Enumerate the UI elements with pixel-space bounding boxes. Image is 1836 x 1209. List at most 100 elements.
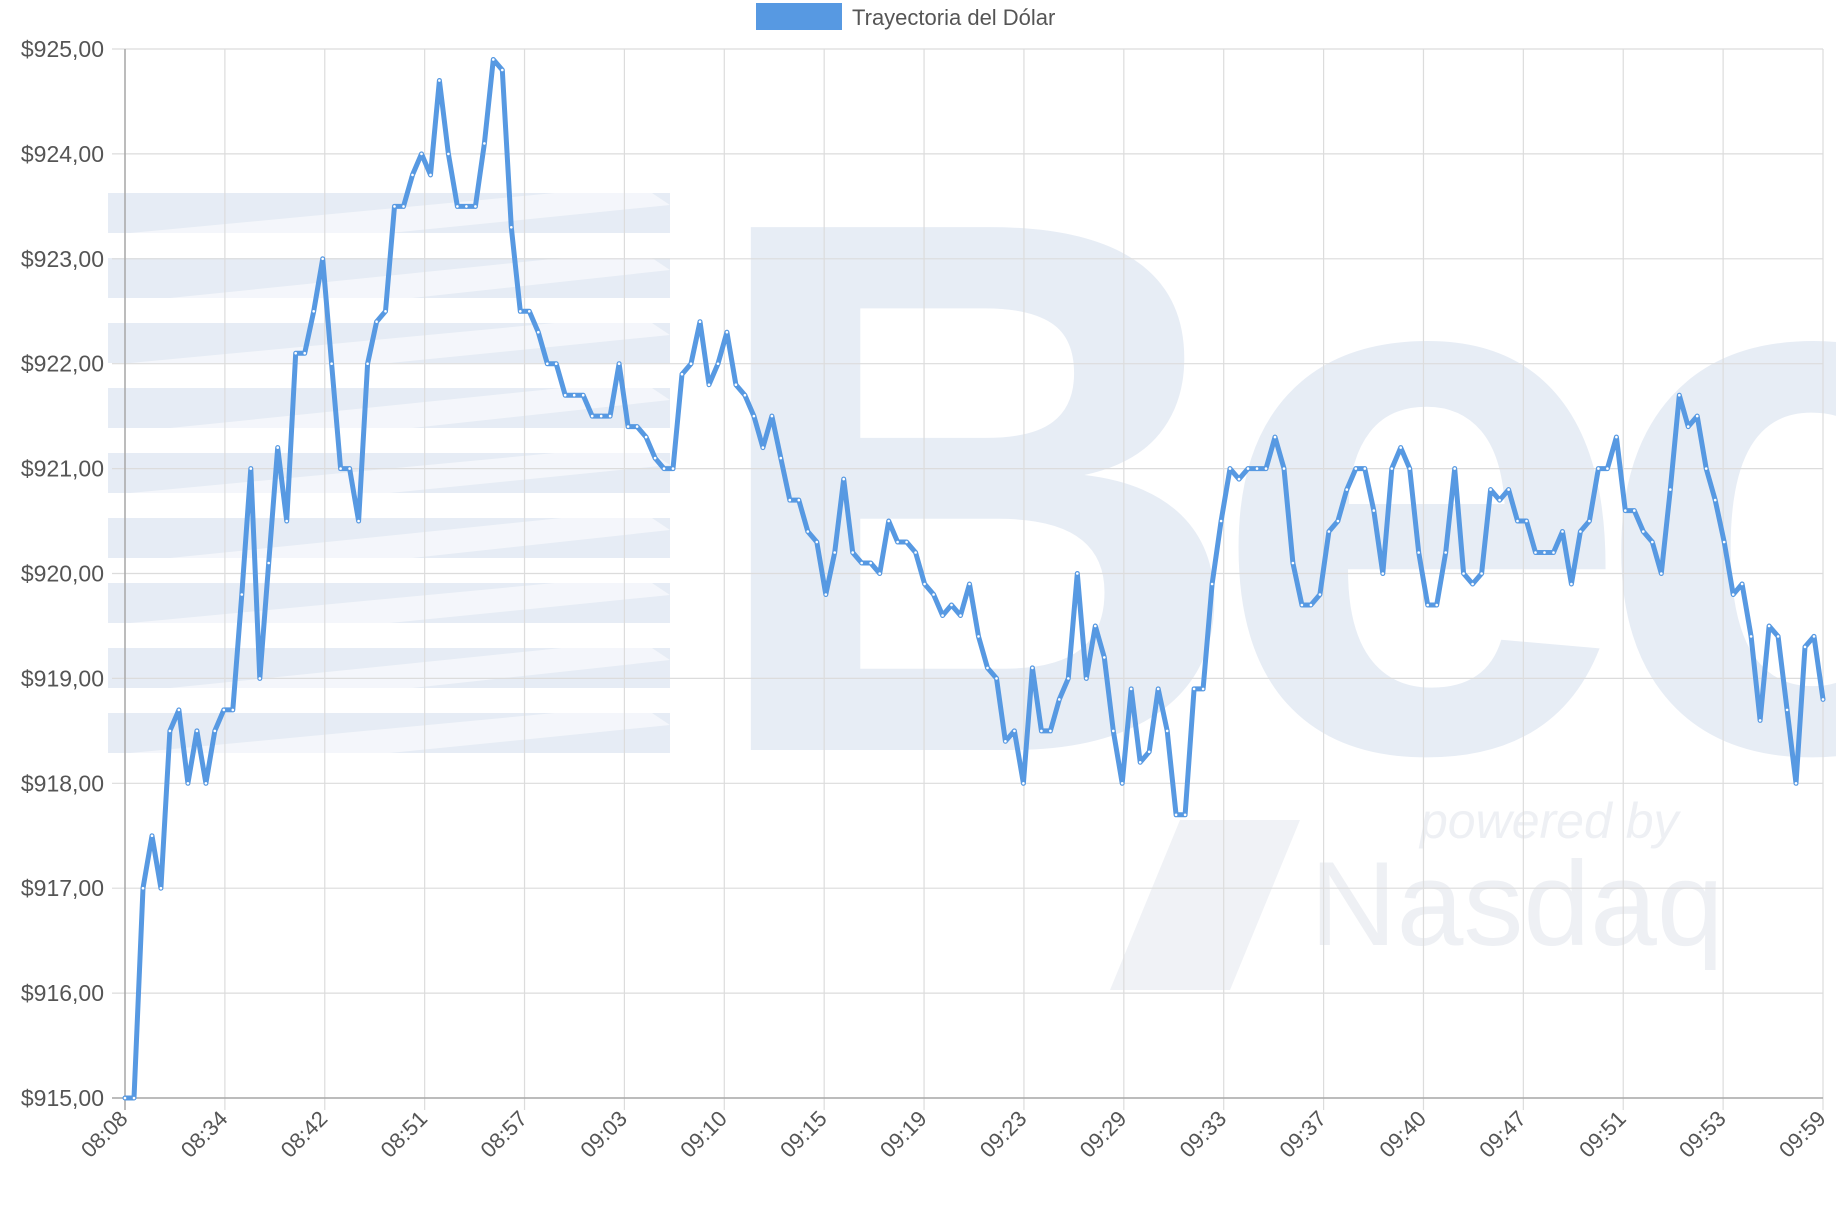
data-point[interactable]	[1093, 623, 1098, 629]
data-point[interactable]	[1200, 686, 1206, 692]
data-point[interactable]	[509, 225, 514, 230]
data-point[interactable]	[958, 613, 963, 618]
data-point[interactable]	[886, 518, 892, 524]
data-point[interactable]	[688, 361, 694, 367]
data-point[interactable]	[571, 392, 577, 398]
data-point[interactable]	[1632, 508, 1637, 513]
data-point[interactable]	[607, 413, 613, 419]
data-point[interactable]	[1542, 550, 1547, 555]
data-point[interactable]	[1012, 728, 1017, 734]
data-point[interactable]	[706, 382, 712, 388]
data-point[interactable]	[1461, 571, 1466, 576]
data-point[interactable]	[895, 539, 900, 545]
data-point[interactable]	[140, 885, 146, 891]
data-point[interactable]	[1820, 697, 1826, 702]
data-point[interactable]	[1021, 781, 1026, 786]
data-point[interactable]	[545, 361, 550, 367]
data-point[interactable]	[1659, 571, 1664, 576]
data-point[interactable]	[1694, 413, 1700, 419]
data-point[interactable]	[589, 413, 595, 419]
data-point[interactable]	[221, 707, 227, 713]
data-point[interactable]	[1182, 812, 1188, 818]
data-point[interactable]	[473, 204, 478, 209]
data-point[interactable]	[1398, 445, 1403, 450]
data-point[interactable]	[1596, 466, 1601, 471]
data-point[interactable]	[347, 466, 352, 471]
data-point[interactable]	[1254, 466, 1260, 471]
data-point[interactable]	[149, 833, 155, 839]
data-point[interactable]	[356, 518, 361, 524]
data-point[interactable]	[1605, 466, 1610, 471]
data-point[interactable]	[1389, 466, 1395, 471]
data-point[interactable]	[1578, 529, 1583, 534]
data-point[interactable]	[1677, 392, 1682, 398]
data-point[interactable]	[751, 413, 757, 419]
data-point[interactable]	[1470, 581, 1475, 587]
data-point[interactable]	[1236, 476, 1242, 482]
data-point[interactable]	[1757, 718, 1763, 723]
data-point[interactable]	[536, 329, 541, 335]
data-point[interactable]	[616, 361, 622, 367]
data-point[interactable]	[1766, 623, 1772, 629]
data-point[interactable]	[733, 382, 739, 388]
data-point[interactable]	[437, 78, 442, 83]
data-point[interactable]	[859, 560, 865, 566]
data-point[interactable]	[383, 309, 388, 314]
data-point[interactable]	[1407, 466, 1412, 471]
data-point[interactable]	[1730, 592, 1736, 597]
data-point[interactable]	[482, 141, 487, 146]
data-point[interactable]	[185, 781, 191, 786]
data-point[interactable]	[841, 476, 847, 482]
data-point[interactable]	[787, 497, 793, 503]
legend-swatch[interactable]	[756, 3, 842, 30]
data-point[interactable]	[1245, 466, 1251, 471]
data-point[interactable]	[652, 455, 658, 461]
data-point[interactable]	[994, 676, 999, 681]
data-point[interactable]	[167, 728, 173, 734]
data-point[interactable]	[877, 571, 883, 576]
data-point[interactable]	[1811, 634, 1817, 639]
data-point[interactable]	[1793, 781, 1799, 786]
data-point[interactable]	[1128, 686, 1134, 692]
data-point[interactable]	[1416, 550, 1421, 555]
data-point[interactable]	[661, 466, 667, 471]
data-point[interactable]	[1317, 592, 1323, 597]
data-point[interactable]	[634, 424, 640, 429]
data-point[interactable]	[1533, 550, 1538, 555]
data-point[interactable]	[931, 592, 936, 597]
data-point[interactable]	[302, 350, 308, 356]
data-point[interactable]	[1524, 518, 1529, 524]
data-point[interactable]	[1281, 466, 1287, 471]
data-point[interactable]	[1362, 466, 1368, 471]
data-point[interactable]	[1560, 529, 1565, 534]
data-point[interactable]	[1066, 676, 1071, 681]
data-point[interactable]	[778, 455, 784, 461]
data-point[interactable]	[598, 413, 604, 419]
data-point[interactable]	[868, 560, 874, 566]
data-point[interactable]	[338, 466, 343, 471]
data-point[interactable]	[176, 707, 182, 713]
data-point[interactable]	[1155, 686, 1161, 692]
data-point[interactable]	[1030, 665, 1035, 671]
data-point[interactable]	[742, 392, 748, 398]
data-point[interactable]	[940, 613, 945, 618]
data-point[interactable]	[724, 329, 730, 335]
data-point[interactable]	[1425, 602, 1430, 608]
data-point[interactable]	[1191, 686, 1197, 692]
data-point[interactable]	[967, 581, 972, 587]
data-point[interactable]	[715, 361, 721, 367]
data-point[interactable]	[311, 309, 317, 314]
data-point[interactable]	[1164, 728, 1170, 734]
data-point[interactable]	[1084, 676, 1089, 681]
data-point[interactable]	[1353, 466, 1359, 471]
data-point[interactable]	[625, 424, 631, 429]
data-point[interactable]	[1048, 728, 1053, 734]
data-point[interactable]	[1218, 518, 1224, 524]
data-point[interactable]	[1479, 571, 1484, 576]
data-point[interactable]	[1119, 781, 1125, 786]
data-point[interactable]	[410, 172, 415, 178]
data-point[interactable]	[769, 413, 775, 419]
data-point[interactable]	[374, 319, 379, 325]
data-point[interactable]	[320, 256, 326, 262]
data-point[interactable]	[428, 172, 433, 178]
